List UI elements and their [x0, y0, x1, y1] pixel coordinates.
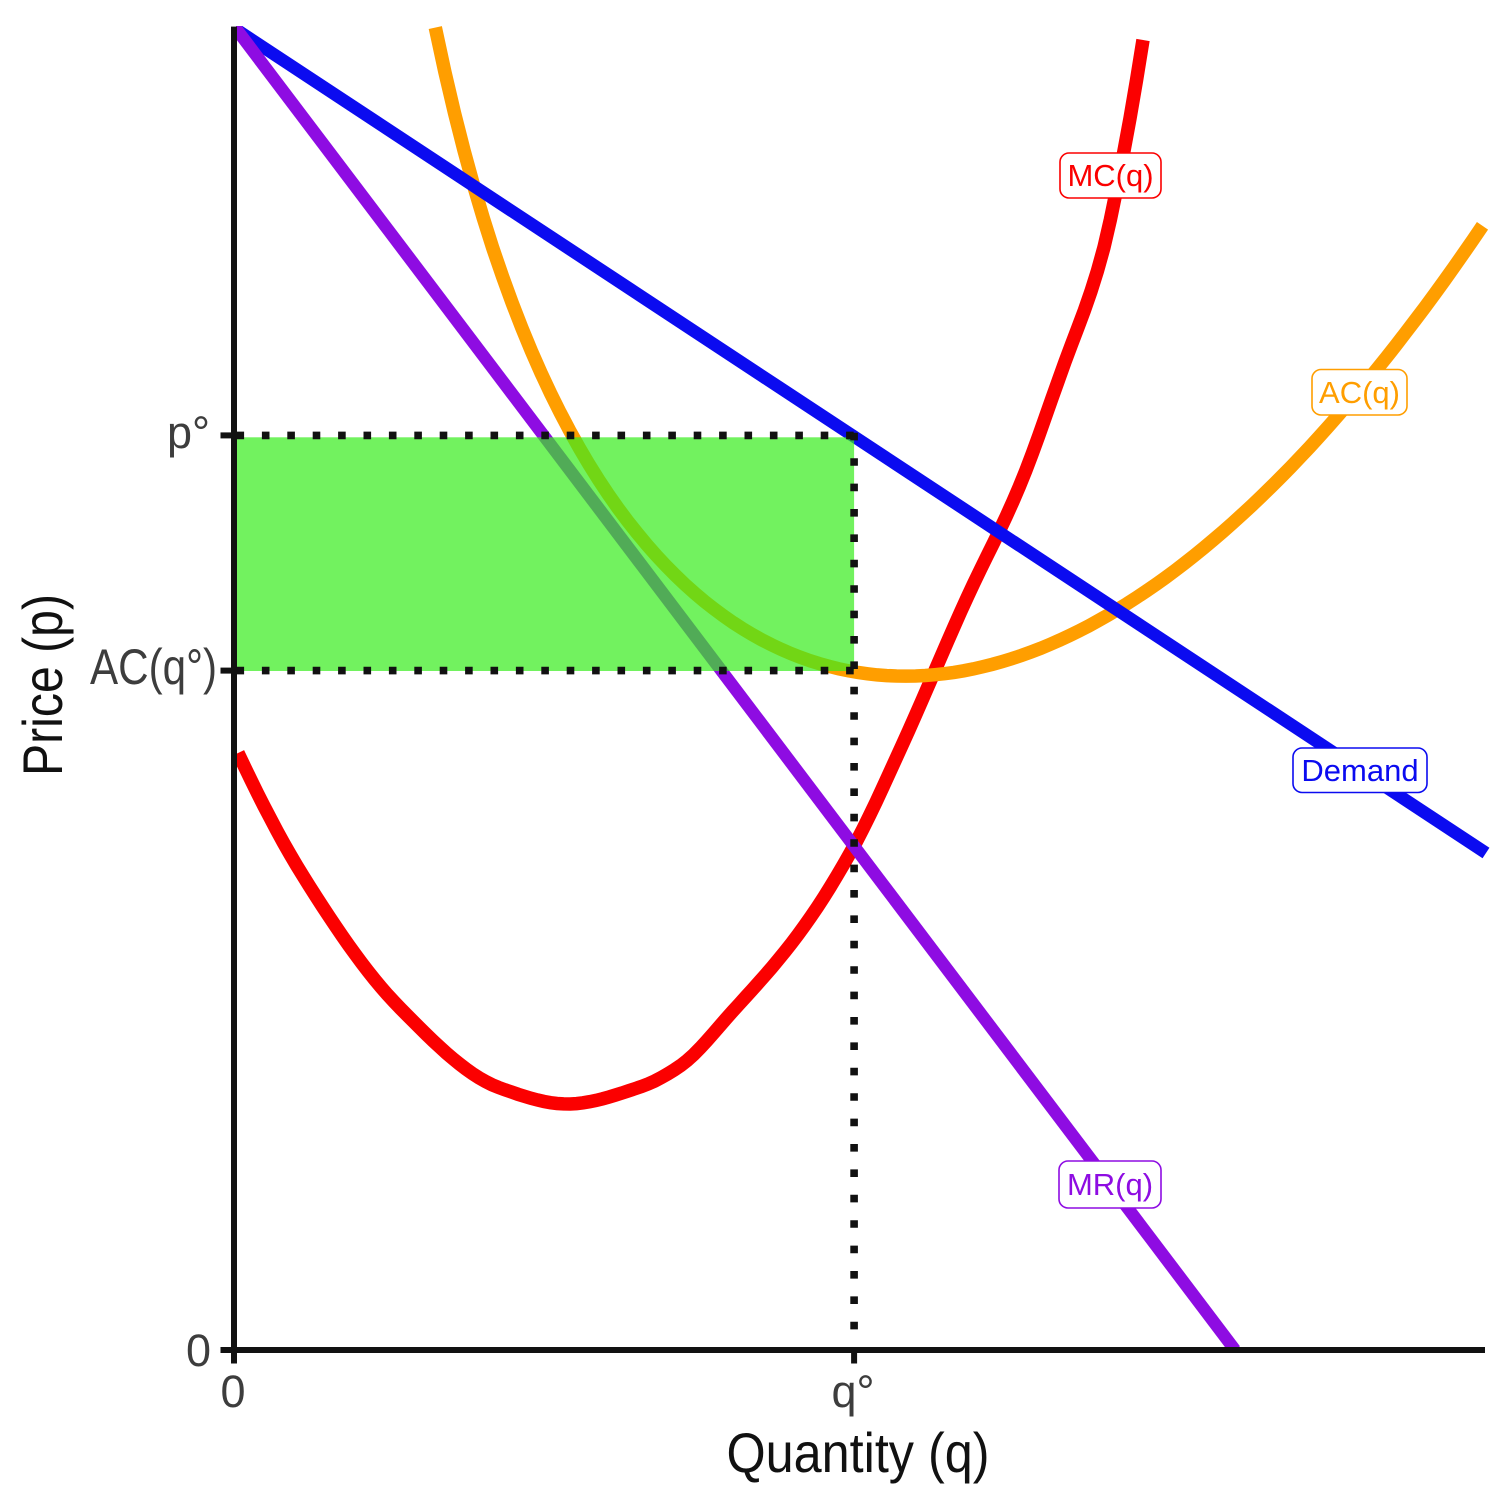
svg-text:AC(q°): AC(q°) — [90, 639, 217, 695]
svg-text:0: 0 — [186, 1325, 211, 1376]
svg-text:Price (p): Price (p) — [11, 594, 74, 776]
svg-text:AC(q): AC(q) — [1319, 375, 1400, 410]
svg-text:Demand: Demand — [1301, 753, 1418, 788]
svg-text:q°: q° — [831, 1366, 874, 1417]
svg-text:0: 0 — [220, 1366, 245, 1417]
svg-text:p°: p° — [167, 407, 210, 458]
svg-text:Quantity (q): Quantity (q) — [727, 1421, 990, 1484]
svg-text:MC(q): MC(q) — [1067, 158, 1153, 193]
svg-text:MR(q): MR(q) — [1067, 1167, 1153, 1202]
